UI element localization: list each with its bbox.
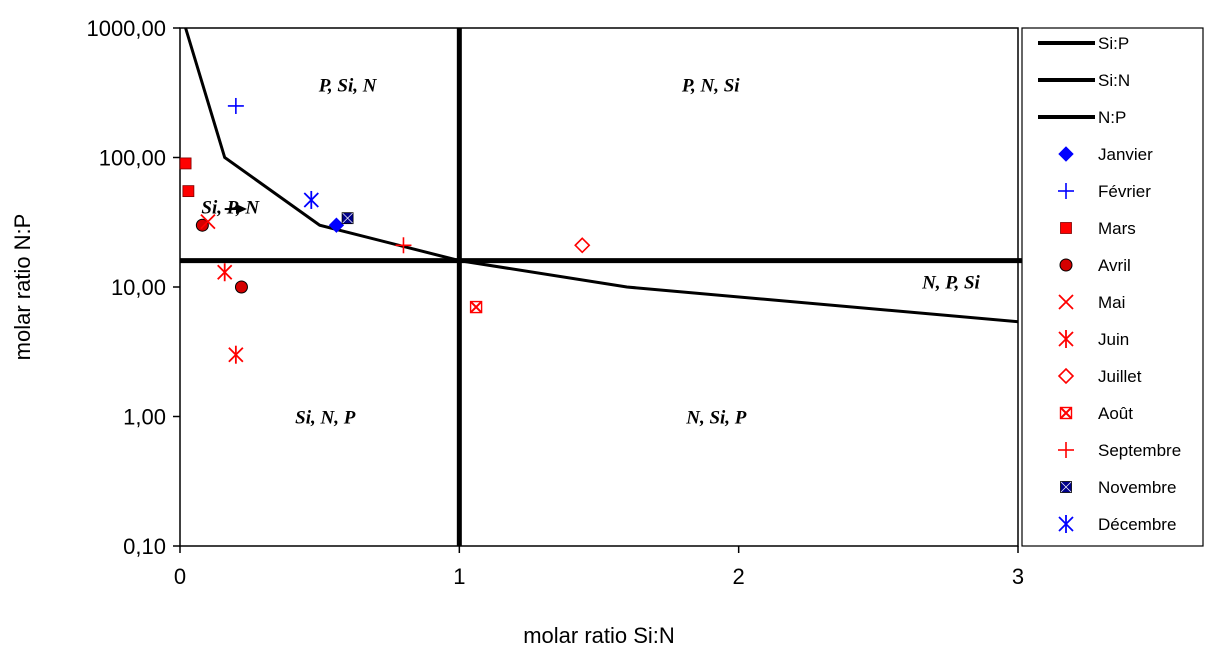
legend-label: Juillet: [1098, 367, 1142, 386]
data-point: [182, 185, 195, 198]
annotation-arrow: [224, 204, 248, 215]
legend-item: Juillet: [1057, 367, 1142, 386]
data-point: [227, 97, 244, 114]
data-point: [200, 213, 216, 230]
region-labels: P, Si, N P, N, Si Si, P, N N, P, Si Si, N, P…: [201, 75, 980, 428]
legend-swatch: [1057, 367, 1075, 385]
x-axis: 0 1 2 3: [174, 546, 1024, 589]
legend-label: N:P: [1098, 108, 1126, 127]
legend-item: Novembre: [1060, 478, 1176, 497]
legend-item: Janvier: [1058, 145, 1153, 164]
data-point: [228, 345, 244, 364]
data-point: [179, 157, 192, 170]
plot-frame: [179, 27, 1019, 547]
legend-item: Avril: [1059, 256, 1131, 275]
legend-item: Juin: [1058, 330, 1129, 349]
data-point: [395, 237, 412, 254]
legend-item: Février: [1058, 182, 1151, 201]
y-tick-label: 10,00: [111, 275, 166, 300]
legend-swatch: [1059, 406, 1073, 420]
legend-item: Mai: [1058, 293, 1125, 312]
legend-item: Si:N: [1038, 71, 1130, 90]
legend-swatch: [1058, 146, 1074, 162]
legend-swatch: [1060, 222, 1072, 234]
legend-swatch: [1058, 442, 1074, 458]
legend-item: Décembre: [1058, 515, 1176, 534]
y-tick-label: 1,00: [123, 405, 166, 430]
x-tick-label: 1: [453, 564, 465, 589]
legend-swatch: [1058, 515, 1074, 533]
legend-label: Si:N: [1098, 71, 1130, 90]
plot-area: [179, 27, 1019, 547]
data-point: [303, 190, 319, 209]
legend-label: Janvier: [1098, 145, 1153, 164]
legend-label: Juin: [1098, 330, 1129, 349]
data-points: [179, 97, 591, 364]
region-label: N, P, Si: [921, 273, 980, 294]
y-axis-title: molar ratio N:P: [10, 214, 35, 361]
region-label: P, Si, N: [318, 75, 378, 96]
region-label: Si, P, N: [201, 197, 260, 218]
x-tick-label: 2: [733, 564, 745, 589]
legend-swatch: [1060, 481, 1072, 493]
legend-label: Mai: [1098, 293, 1125, 312]
data-point: [328, 217, 345, 233]
legend-label: Février: [1098, 182, 1151, 201]
legend-label: Avril: [1098, 256, 1131, 275]
x-tick-label: 3: [1012, 564, 1024, 589]
data-point: [217, 263, 233, 282]
legend-swatch: [1058, 294, 1074, 310]
legend-items: Si:P Si:N N:P Janvier Février Mars Avril Mai Jui…: [1038, 34, 1181, 534]
legend-label: Novembre: [1098, 478, 1176, 497]
data-point: [195, 218, 209, 232]
legend-label: Si:P: [1098, 34, 1129, 53]
region-label: Si, N, P: [295, 408, 356, 429]
y-axis: 0,10 1,00 10,00 100,00 1000,00: [86, 16, 180, 559]
legend-label: Août: [1098, 404, 1133, 423]
legend-swatch: [1058, 330, 1074, 348]
y-tick-label: 100,00: [99, 146, 166, 171]
legend-swatch: [1058, 183, 1074, 199]
legend-item: Si:P: [1038, 34, 1129, 53]
legend-label: Mars: [1098, 219, 1136, 238]
x-tick-label: 0: [174, 564, 186, 589]
data-point: [234, 280, 248, 294]
legend-item: N:P: [1038, 108, 1126, 127]
data-point: [574, 237, 591, 254]
region-label: N, Si, P: [685, 408, 747, 429]
y-tick-label: 0,10: [123, 534, 166, 559]
legend-label: Septembre: [1098, 441, 1181, 460]
legend-swatch: [1059, 258, 1073, 272]
y-tick-label: 1000,00: [86, 16, 166, 41]
reference-lines: [180, 27, 1027, 546]
data-point: [469, 300, 483, 314]
legend-item: Mars: [1060, 219, 1136, 238]
data-point: [341, 212, 354, 225]
legend-item: Août: [1059, 404, 1133, 423]
reference-line-si-p: [184, 27, 1019, 324]
legend-label: Décembre: [1098, 515, 1176, 534]
legend-item: Septembre: [1058, 441, 1181, 460]
region-label: P, N, Si: [681, 75, 740, 96]
legend: Si:P Si:N N:P Janvier Février Mars Avril Mai Jui…: [1021, 27, 1204, 547]
x-axis-title: molar ratio Si:N: [523, 623, 675, 648]
legend-box: [1021, 27, 1204, 547]
